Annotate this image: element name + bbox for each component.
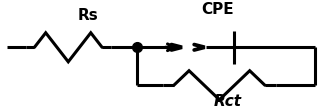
- Text: Rct: Rct: [214, 94, 241, 108]
- Text: Rs: Rs: [77, 8, 98, 23]
- Text: CPE: CPE: [202, 2, 234, 17]
